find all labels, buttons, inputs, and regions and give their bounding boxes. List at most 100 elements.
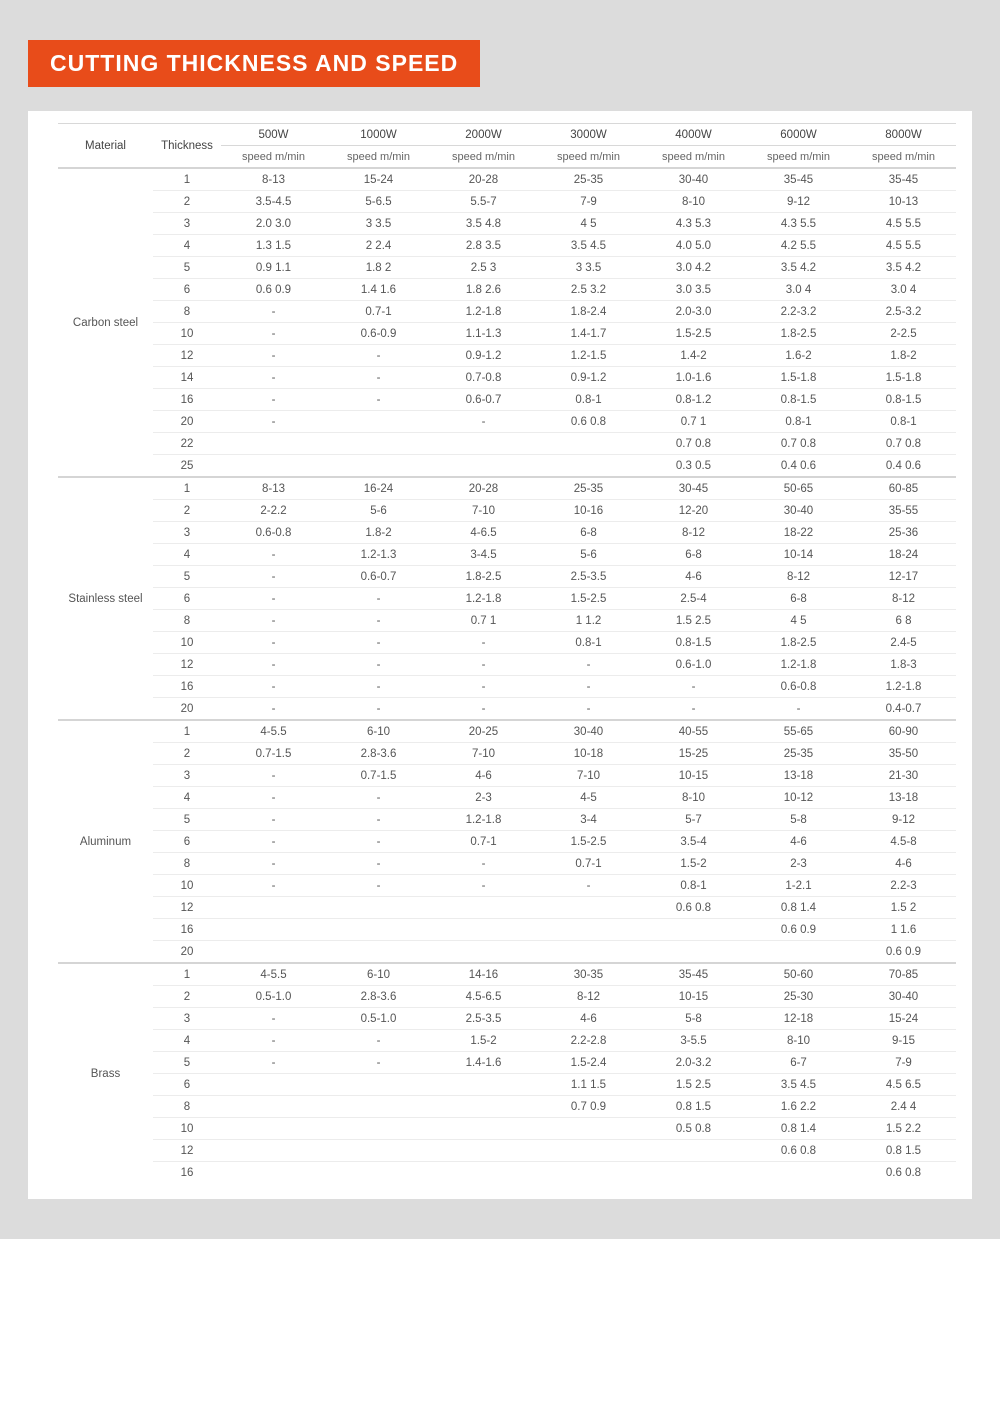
table-row: 22-2.25-67-1010-1612-2030-4035-55 (58, 500, 956, 522)
col-power-3: 3000W (536, 124, 641, 146)
value-cell: - (221, 544, 326, 566)
value-cell: 1.8-2.5 (746, 632, 851, 654)
thickness-cell: 20 (153, 411, 221, 433)
table-row: 8--0.7 11 1.21.5 2.54 56 8 (58, 610, 956, 632)
col-material: Material (58, 124, 153, 169)
value-cell: - (221, 566, 326, 588)
value-cell (641, 941, 746, 964)
value-cell: - (221, 323, 326, 345)
value-cell: 0.8-1 (641, 875, 746, 897)
value-cell: 35-55 (851, 500, 956, 522)
table-row: Stainless steel18-1316-2420-2825-3530-45… (58, 477, 956, 500)
value-cell: 18-24 (851, 544, 956, 566)
thickness-cell: 8 (153, 853, 221, 875)
value-cell: 30-40 (851, 986, 956, 1008)
value-cell: 18-22 (746, 522, 851, 544)
value-cell (641, 1140, 746, 1162)
value-cell: 0.8-1 (536, 632, 641, 654)
value-cell: 7-10 (431, 500, 536, 522)
value-cell: - (326, 698, 431, 721)
value-cell (431, 941, 536, 964)
value-cell: 1.8-2 (851, 345, 956, 367)
table-row: 32.0 3.03 3.53.5 4.84 54.3 5.34.3 5.54.5… (58, 213, 956, 235)
material-cell: Aluminum (58, 720, 153, 963)
page-title: CUTTING THICKNESS AND SPEED (28, 40, 480, 87)
value-cell: 1.5-1.8 (746, 367, 851, 389)
value-cell: 0.7-1 (536, 853, 641, 875)
value-cell: - (221, 676, 326, 698)
value-cell: 1.0-1.6 (641, 367, 746, 389)
value-cell: 3.0 4 (851, 279, 956, 301)
value-cell (746, 941, 851, 964)
thickness-cell: 8 (153, 301, 221, 323)
value-cell: 0.8-1.5 (851, 389, 956, 411)
value-cell: 30-35 (536, 963, 641, 986)
value-cell: 1.8 2 (326, 257, 431, 279)
value-cell: 1.8-2.5 (431, 566, 536, 588)
value-cell: 0.7-0.8 (431, 367, 536, 389)
value-cell (536, 1162, 641, 1184)
value-cell: 1.4-1.7 (536, 323, 641, 345)
value-cell: 0.7 0.8 (746, 433, 851, 455)
col-power-0: 500W (221, 124, 326, 146)
value-cell: 1.8 2.6 (431, 279, 536, 301)
thickness-cell: 1 (153, 720, 221, 743)
value-cell: 2.0-3.0 (641, 301, 746, 323)
value-cell: 4.5 5.5 (851, 235, 956, 257)
value-cell: 8-10 (746, 1030, 851, 1052)
table-row: 5--1.2-1.83-45-75-89-12 (58, 809, 956, 831)
material-cell: Carbon steel (58, 168, 153, 477)
value-cell: 25-35 (746, 743, 851, 765)
value-cell: 2-2.5 (851, 323, 956, 345)
value-cell: 12-20 (641, 500, 746, 522)
value-cell: 15-24 (326, 168, 431, 191)
material-cell: Stainless steel (58, 477, 153, 720)
value-cell: 55-65 (746, 720, 851, 743)
value-cell: 1.8-2 (326, 522, 431, 544)
value-cell: - (221, 654, 326, 676)
value-cell (326, 1074, 431, 1096)
table-row: 41.3 1.52 2.42.8 3.53.5 4.54.0 5.04.2 5.… (58, 235, 956, 257)
value-cell: - (221, 389, 326, 411)
value-cell: 1.8-2.4 (536, 301, 641, 323)
value-cell: 14-16 (431, 963, 536, 986)
value-cell: 1.2-1.8 (431, 588, 536, 610)
value-cell (431, 455, 536, 478)
value-cell: 0.5 0.8 (641, 1118, 746, 1140)
value-cell: 70-85 (851, 963, 956, 986)
table-row: 8---0.7-11.5-22-34-6 (58, 853, 956, 875)
table-row: 20------0.4-0.7 (58, 698, 956, 721)
value-cell: 50-60 (746, 963, 851, 986)
value-cell: - (221, 831, 326, 853)
table-row: 160.6 0.91 1.6 (58, 919, 956, 941)
value-cell: 5-7 (641, 809, 746, 831)
value-cell: - (221, 632, 326, 654)
value-cell: 25-35 (536, 168, 641, 191)
value-cell: 1.5-2.5 (641, 323, 746, 345)
col-power-5: 6000W (746, 124, 851, 146)
thickness-cell: 8 (153, 1096, 221, 1118)
col-thickness: Thickness (153, 124, 221, 169)
thickness-cell: 12 (153, 897, 221, 919)
col-unit: speed m/min (641, 146, 746, 169)
value-cell: 1.5-2 (641, 853, 746, 875)
value-cell: 0.8-1.5 (641, 632, 746, 654)
value-cell: 15-24 (851, 1008, 956, 1030)
value-cell: 1.5 2.2 (851, 1118, 956, 1140)
thickness-cell: 5 (153, 1052, 221, 1074)
value-cell: 10-12 (746, 787, 851, 809)
value-cell: 2.2-3 (851, 875, 956, 897)
value-cell: 0.6 0.9 (746, 919, 851, 941)
table-row: 4--2-34-58-1010-1213-18 (58, 787, 956, 809)
thickness-cell: 10 (153, 632, 221, 654)
value-cell: 0.7-1.5 (221, 743, 326, 765)
value-cell: - (536, 676, 641, 698)
value-cell: 25-30 (746, 986, 851, 1008)
value-cell: 10-15 (641, 986, 746, 1008)
value-cell: 6-8 (746, 588, 851, 610)
value-cell: - (326, 1052, 431, 1074)
value-cell: - (221, 345, 326, 367)
col-power-1: 1000W (326, 124, 431, 146)
value-cell: - (221, 809, 326, 831)
value-cell: 15-25 (641, 743, 746, 765)
